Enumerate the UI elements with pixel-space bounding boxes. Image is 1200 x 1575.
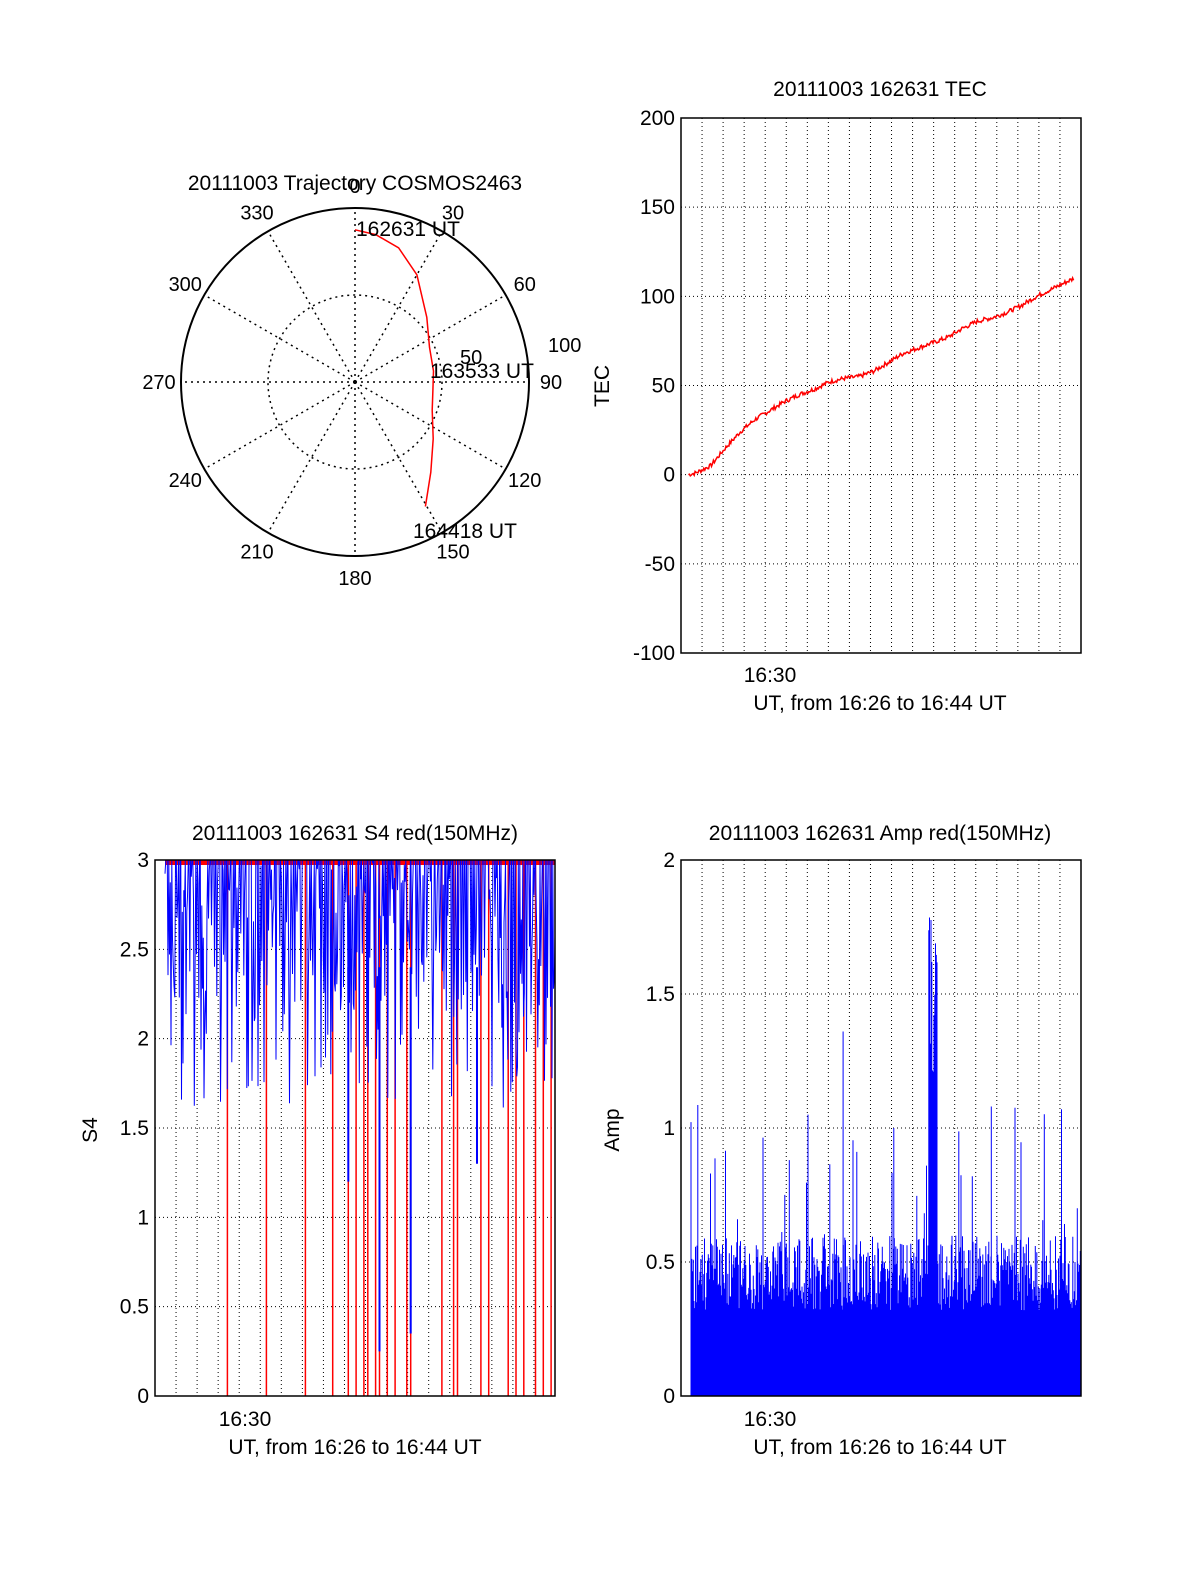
- polar-azimuth-label: 30: [442, 202, 464, 224]
- polar-spoke: [267, 381, 356, 534]
- annotation-mid-time: 163533 UT: [430, 360, 534, 383]
- trajectory-line: [354, 229, 435, 507]
- y-tick-label: 0: [137, 1385, 149, 1408]
- polar-trajectory-chart: 20111003 Trajectory COSMOS2463 0 30 60 90 12…: [142, 172, 581, 590]
- polar-azimuth-label: 300: [169, 274, 202, 296]
- polar-spoke: [354, 230, 443, 383]
- annotation-start-time: 162631 UT: [356, 218, 460, 241]
- amp-title: 20111003 162631 Amp red(150MHz): [709, 822, 1051, 845]
- y-tick-label: 1: [663, 1117, 675, 1140]
- y-tick-label: 1: [137, 1206, 149, 1229]
- s4-blue-series: [164, 859, 556, 1352]
- tec-x-tick-label: 16:30: [744, 664, 797, 687]
- amp-y-axis-label: Amp: [601, 1108, 624, 1151]
- polar-spoke: [203, 294, 356, 383]
- polar-azimuth-labels: 0 30 60 90 120 150 180 210 240 270 300 330: [142, 176, 562, 590]
- polar-spoke: [267, 230, 356, 383]
- y-tick-label: 2: [137, 1028, 149, 1051]
- amp-series-line: [690, 917, 1082, 1396]
- y-tick-label: 0: [663, 464, 675, 487]
- y-tick-label: 50: [652, 375, 675, 398]
- y-tick-label: 0.5: [646, 1251, 675, 1274]
- s4-title: 20111003 162631 S4 red(150MHz): [192, 822, 518, 845]
- s4-x-tick-label: 16:30: [219, 1408, 272, 1431]
- polar-azimuth-label: 330: [240, 202, 273, 224]
- y-tick-label: 2.5: [120, 938, 149, 961]
- s4-y-ticks: 3 2.5 2 1.5 1 0.5 0: [120, 849, 149, 1408]
- y-tick-label: 0.5: [120, 1296, 149, 1319]
- tec-y-ticks: 200 150 100 50 0 -50 -100: [633, 107, 675, 665]
- polar-spoke: [354, 381, 443, 534]
- polar-azimuth-label: 210: [240, 542, 273, 564]
- y-tick-label: 1.5: [120, 1117, 149, 1140]
- amp-x-tick-label: 16:30: [744, 1408, 797, 1431]
- polar-spokes: [181, 208, 529, 556]
- polar-spoke: [203, 381, 356, 470]
- y-tick-label: 3: [137, 849, 149, 872]
- y-tick-label: 100: [640, 285, 675, 308]
- tec-title: 20111003 162631 TEC: [773, 78, 987, 101]
- polar-azimuth-label: 150: [436, 542, 469, 564]
- amp-plot-frame: [680, 859, 1082, 1397]
- y-tick-label: -50: [645, 553, 675, 576]
- polar-radial-label-100: 100: [548, 335, 581, 357]
- polar-title: 20111003 Trajectory COSMOS2463: [188, 172, 522, 195]
- y-tick-label: 0: [663, 1385, 675, 1408]
- polar-radial-label-50: 50: [460, 347, 482, 369]
- s4-plot-frame: [154, 859, 556, 1397]
- y-tick-label: 1.5: [646, 983, 675, 1006]
- polar-azimuth-label: 60: [514, 274, 536, 296]
- s4-blue-trace: [164, 859, 556, 1108]
- y-tick-label: -100: [633, 642, 675, 665]
- polar-spoke: [354, 294, 507, 383]
- s4-x-axis-label: UT, from 16:26 to 16:44 UT: [228, 1436, 481, 1459]
- polar-inner-circle: [267, 294, 443, 470]
- annotation-end-time: 164418 UT: [413, 520, 517, 543]
- tec-grid: [681, 118, 1081, 653]
- amp-x-axis-label: UT, from 16:26 to 16:44 UT: [753, 1436, 1006, 1459]
- y-tick-label: 2: [663, 849, 675, 872]
- tec-x-axis-label: UT, from 16:26 to 16:44 UT: [753, 692, 1006, 715]
- amp-chart: 20111003 162631 Amp red(150MHz) 2 1.5 1 0.5…: [601, 822, 1082, 1459]
- polar-azimuth-label: 90: [540, 372, 562, 394]
- tec-plot-frame: [680, 117, 1082, 654]
- y-tick-label: 200: [640, 107, 675, 130]
- polar-azimuth-label: 240: [169, 470, 202, 492]
- tec-y-axis-label: TEC: [591, 365, 614, 407]
- amp-trace: [690, 917, 1082, 1396]
- tec-series-line: [688, 275, 1075, 478]
- polar-azimuth-label: 0: [349, 176, 360, 198]
- s4-chart: 20111003 162631 S4 red(150MHz) 3 2.5 2 1.5 1…: [79, 822, 556, 1459]
- polar-outer-circle: [180, 207, 530, 557]
- polar-spoke: [354, 381, 507, 470]
- polar-azimuth-label: 270: [142, 372, 175, 394]
- polar-azimuth-label: 180: [338, 568, 371, 590]
- polar-azimuth-label: 120: [508, 470, 541, 492]
- amp-y-ticks: 2 1.5 1 0.5 0: [646, 849, 675, 1408]
- tec-chart: 20111003 162631 TEC 200150100500-50-100 …: [591, 78, 1082, 715]
- y-tick-label: 150: [640, 196, 675, 219]
- s4-y-axis-label: S4: [79, 1117, 102, 1143]
